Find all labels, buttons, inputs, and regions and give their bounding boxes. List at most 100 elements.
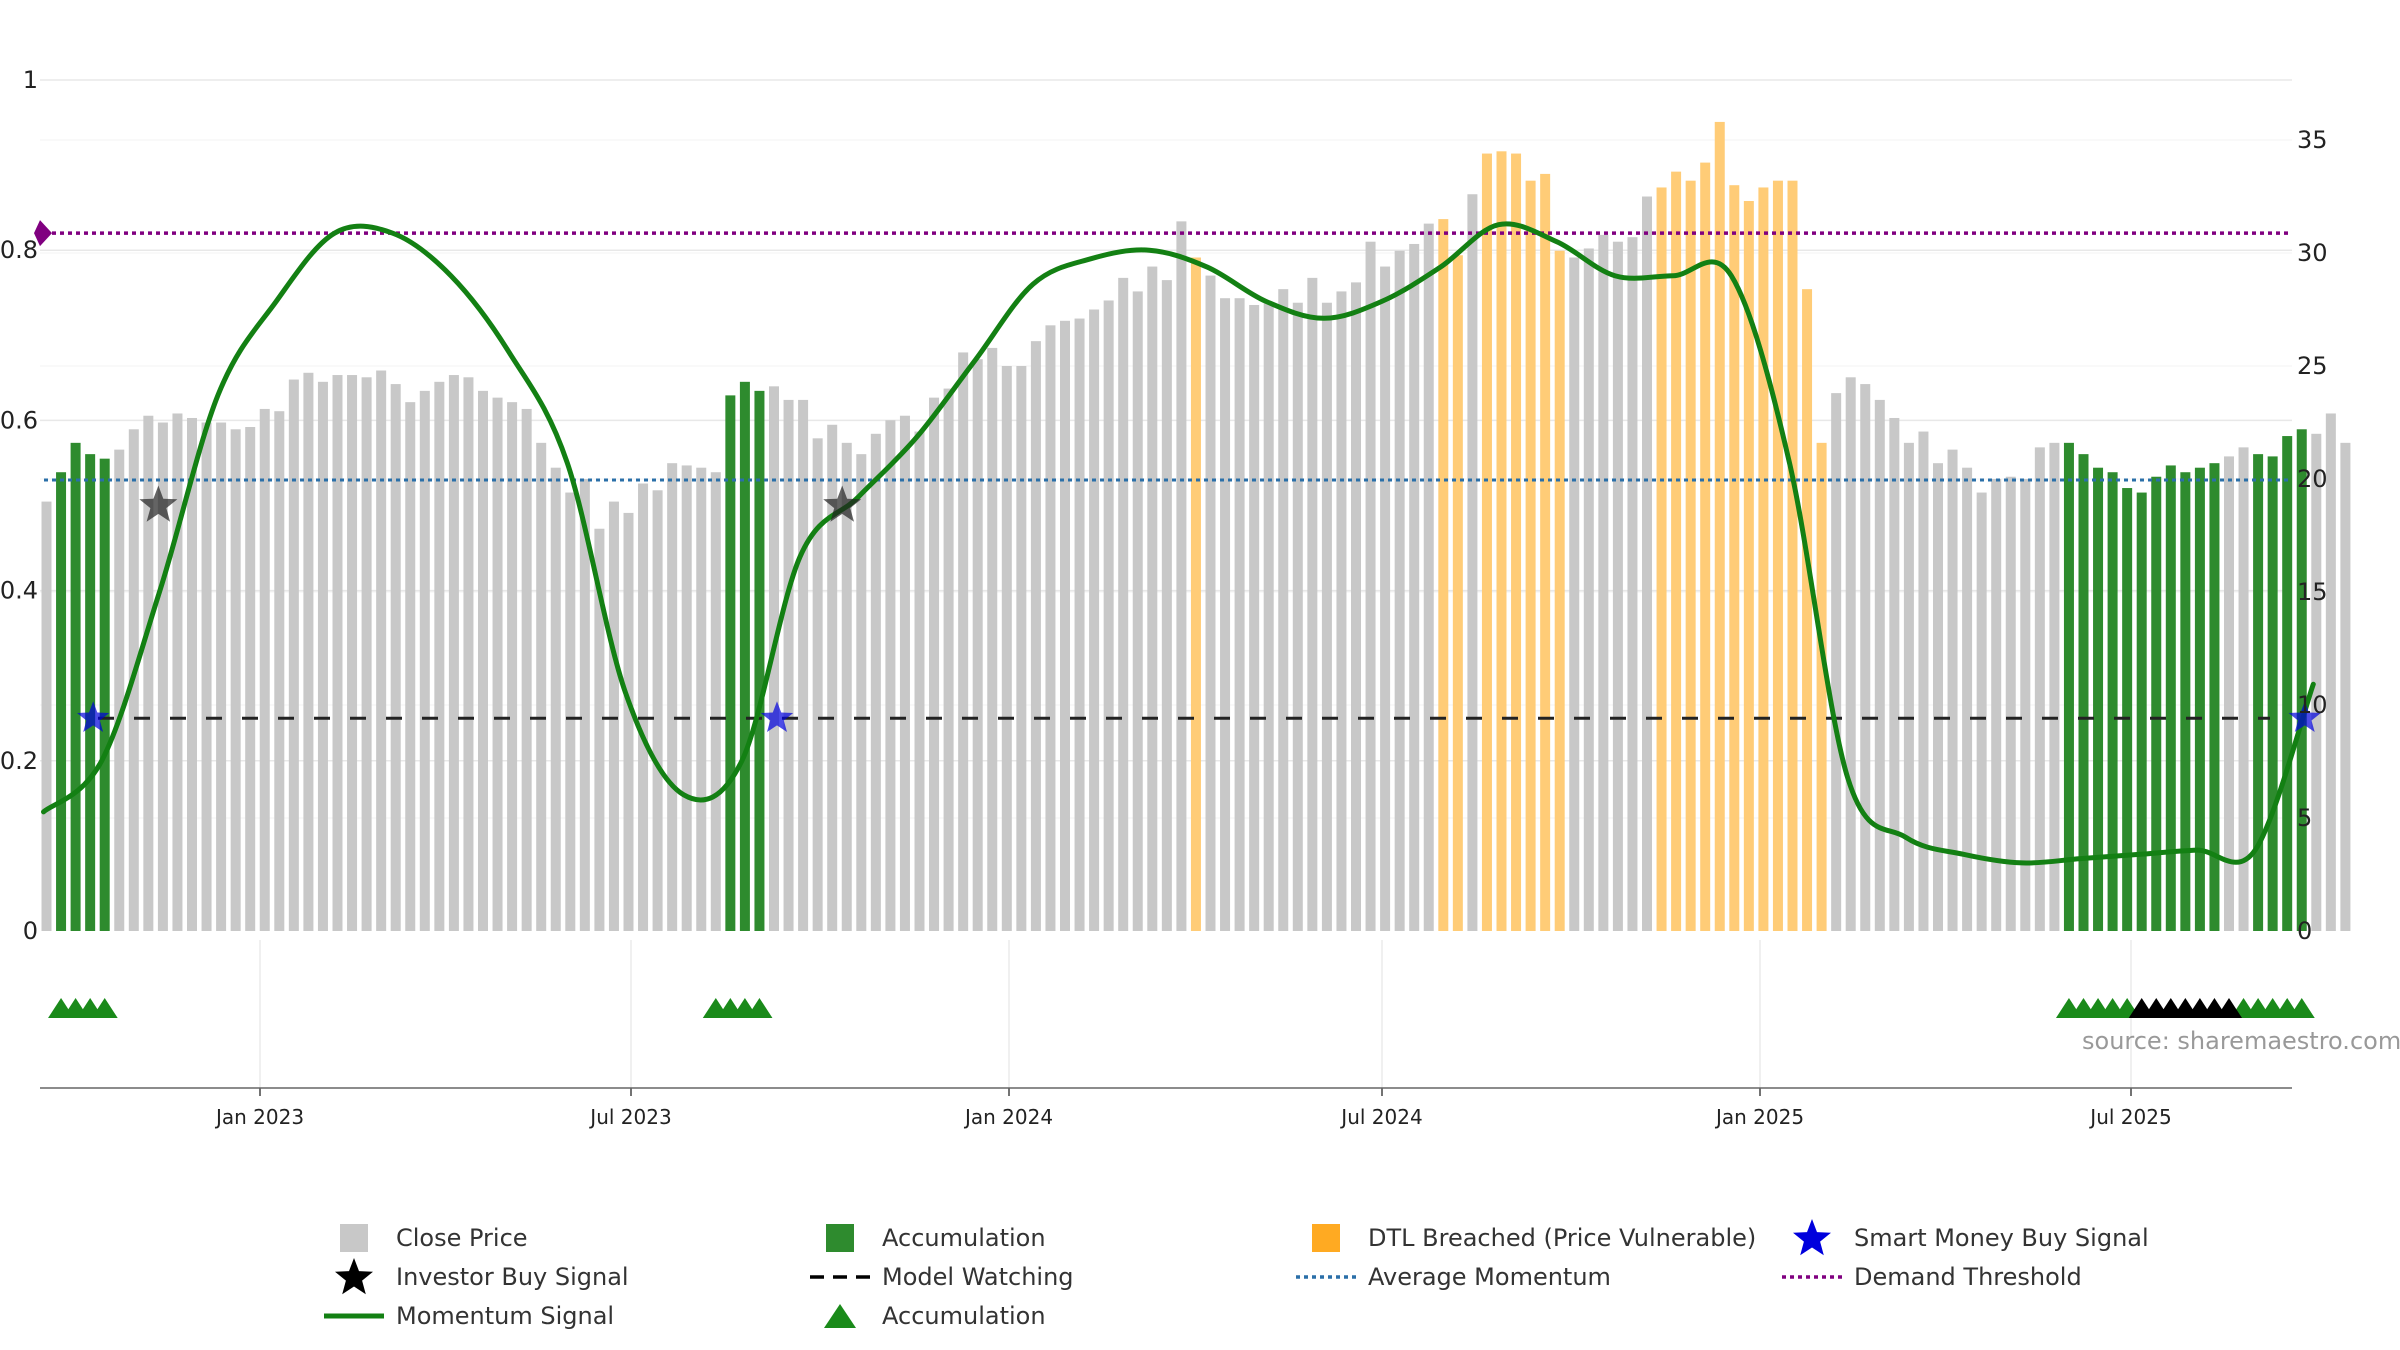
close-price-bar (987, 347, 998, 931)
accumulation-bar (2093, 467, 2104, 931)
close-price-bar (1103, 300, 1114, 932)
close-price-bar (565, 492, 576, 931)
dtl-breached-bar (1758, 187, 1769, 931)
close-price-bar (1598, 234, 1609, 932)
dtl-breached-bar (1802, 289, 1813, 931)
close-price-bar (41, 501, 52, 931)
y-left-tick-label: 0.4 (0, 577, 38, 605)
momentum-signal-series (41, 221, 2316, 866)
close-price-bar (579, 479, 590, 931)
close-price-bar (550, 467, 561, 931)
accumulation-bar (2282, 436, 2293, 931)
legend-item: Demand Threshold (1782, 1263, 2082, 1291)
close-price-bar (172, 413, 183, 932)
close-price-bar (2325, 413, 2336, 932)
close-price-bar (492, 397, 503, 931)
close-price-bar (1089, 309, 1100, 931)
close-price-bar (827, 424, 838, 931)
accumulation-bar (725, 395, 736, 931)
close-price-bar (856, 454, 867, 931)
close-price-bar (1249, 304, 1260, 932)
legend-swatch-icon (340, 1224, 368, 1252)
x-tick-label: Jul 2024 (1339, 1105, 1422, 1129)
x-tick-label: Jul 2025 (2088, 1105, 2171, 1129)
x-tick-label: Jan 2025 (1714, 1105, 1804, 1129)
momentum-signal-line (41, 221, 2316, 866)
accumulation-triangle (746, 998, 773, 1018)
dtl-breached-bar (1554, 250, 1565, 932)
close-price-bar (2034, 447, 2045, 931)
close-price-bar (812, 438, 823, 931)
close-price-bar (361, 377, 372, 931)
investor-buy-star (139, 485, 178, 522)
accumulation-bar (99, 458, 110, 931)
accumulation-bar (56, 472, 67, 931)
close-price-bar (1220, 298, 1231, 931)
legend-label: Close Price (396, 1224, 528, 1252)
accumulation-triangles (48, 998, 2315, 1018)
close-price-bar (1336, 291, 1347, 931)
close-price-bar (2224, 456, 2234, 931)
dtl-breached-bar (1481, 153, 1492, 931)
close-price-bar (521, 408, 532, 931)
accumulation-bar (2296, 429, 2307, 931)
close-price-bar (2049, 442, 2060, 931)
legend-label: Investor Buy Signal (396, 1263, 629, 1291)
legend-label: Demand Threshold (1854, 1263, 2082, 1291)
close-price-bar (667, 463, 678, 931)
dtl-breached-bar (1729, 185, 1740, 931)
accumulation-bar (2122, 488, 2133, 931)
legend-item: Close Price (340, 1224, 528, 1252)
close-price-bar (1874, 399, 1885, 931)
close-price-bar (681, 465, 692, 931)
close-price-bar (463, 377, 474, 931)
smart-money-buy-star (760, 701, 794, 732)
y-left-tick-label: 0 (23, 917, 38, 945)
close-price-bar (638, 483, 649, 931)
dtl-breached-bar (1700, 162, 1711, 932)
close-price-bar (1423, 223, 1434, 931)
legend-swatch-icon (1312, 1224, 1340, 1252)
reference-lines (34, 220, 2290, 720)
close-price-bar (245, 427, 256, 931)
close-price-bar (1976, 492, 1987, 931)
accumulation-bar (2180, 472, 2191, 931)
close-price-bar (1176, 221, 1187, 932)
close-price-bar (1947, 449, 1958, 931)
accumulation-bar (2107, 472, 2118, 931)
close-price-bar (1351, 282, 1361, 931)
y-left-tick-label: 0.6 (0, 406, 38, 434)
dtl-breached-bar (1772, 180, 1783, 931)
legend-label: Average Momentum (1368, 1263, 1611, 1291)
demand-threshold-marker (34, 220, 52, 247)
close-price-bar (1903, 442, 1914, 931)
close-price-bar (2238, 447, 2249, 931)
signal-markers (77, 485, 2321, 732)
close-price-bar (2005, 476, 2016, 931)
dtl-breached-bar (1496, 151, 1507, 932)
y-right-tick-label: 10 (2297, 691, 2328, 719)
close-price-bar (434, 381, 445, 931)
dtl-breached-bar (1714, 121, 1725, 932)
close-price-bar (696, 467, 707, 931)
legend-triangle-icon (824, 1304, 856, 1328)
close-price-bar (929, 397, 940, 931)
close-price-bar (623, 512, 634, 931)
close-price-bar (2311, 433, 2322, 931)
legend-item: Accumulation (826, 1224, 1046, 1252)
y-left-tick-label: 1 (23, 66, 38, 94)
close-price-bar (478, 390, 488, 931)
close-price-bar (1074, 318, 1085, 931)
accumulation-bar (2136, 492, 2147, 931)
close-price-bar (1627, 237, 1638, 931)
close-price-bar (1918, 431, 1929, 931)
close-price-bar (1889, 417, 1900, 932)
legend-item: Accumulation (824, 1302, 1046, 1330)
close-price-bar (448, 375, 459, 931)
accumulation-bar (2194, 467, 2205, 931)
close-price-bar (958, 352, 969, 931)
dtl-breached-bar (1743, 201, 1754, 931)
close-price-bar (1365, 241, 1376, 931)
close-price-bar (536, 442, 547, 931)
